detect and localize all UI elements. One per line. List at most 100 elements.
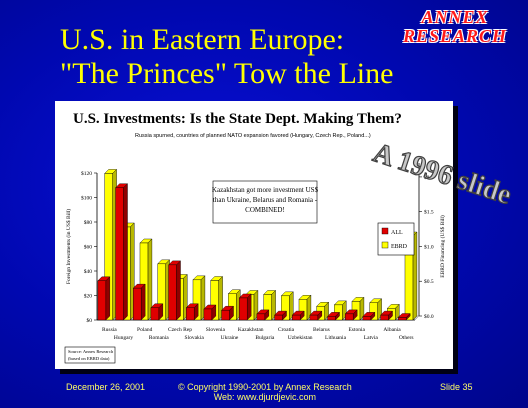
y-tick-label: $0 — [87, 317, 93, 324]
ebrd-bar-front — [157, 263, 166, 321]
chart-card: U.S. Investments: Is the State Dept. Mak… — [55, 101, 453, 369]
all-bar-front — [115, 187, 124, 321]
ebrd-bar — [369, 298, 383, 321]
y2-tick-label: $1.0 — [424, 243, 434, 250]
legend-swatch-all — [381, 227, 389, 235]
all-bar — [238, 293, 252, 321]
all-bar-side — [105, 276, 111, 321]
slide-title-line1: U.S. in Eastern Europe: — [60, 23, 345, 56]
annotation-text: Kazakhstan got more investment US$ than U… — [212, 186, 319, 214]
source-line: Source: Annex Research — [68, 349, 114, 354]
footer-copyright-text: © Copyright 1990-2001 by Annex Research — [178, 382, 352, 392]
annotation-line: than Ukraine, Belarus and Romania - — [213, 196, 318, 204]
all-bar — [309, 310, 323, 321]
y-tick-label: $100 — [81, 195, 92, 202]
source-box — [64, 346, 116, 364]
ebrd-bar-front — [281, 295, 290, 321]
all-bar-front — [133, 287, 142, 321]
legend-label-all: ALL — [391, 230, 403, 236]
footer-copyright: © Copyright 1990-2001 by Annex Research … — [178, 382, 352, 402]
slide-title-line2: "The Princes" Tow the Line — [60, 57, 394, 90]
all-bar-front — [309, 314, 319, 321]
footer-slide-number: Slide 35 — [440, 382, 473, 392]
x-tick-label-row1: Albania — [383, 327, 401, 333]
ebrd-bar-front — [210, 280, 219, 321]
x-tick-label-row2: Hungary — [114, 335, 133, 341]
stamp-1996-slide: A 1996 slide — [369, 137, 516, 212]
all-bar — [344, 309, 358, 321]
ebrd-bar — [280, 291, 294, 321]
y2-tick-label: $2.0 — [424, 174, 434, 181]
x-tick-label-row1: Russia — [102, 327, 117, 333]
x-tick-label-row2: Uzbekistan — [288, 335, 313, 341]
all-bar-front — [345, 313, 354, 321]
x-tick-label-row1: Belarus — [313, 327, 330, 333]
x-tick-label-row1: Kazakhstan — [238, 327, 264, 333]
all-bar-front — [150, 307, 160, 321]
ebrd-bar-front — [369, 302, 378, 321]
chart-subtitle: Russia spurned, countries of planned NAT… — [135, 133, 371, 139]
y-tick-label: $60 — [84, 244, 93, 251]
ebrd-bar — [210, 276, 224, 321]
all-bar — [115, 183, 128, 321]
all-bar-side — [176, 260, 181, 321]
all-bar-front — [239, 297, 248, 321]
all-bar-front — [274, 314, 283, 321]
all-bar — [256, 309, 270, 321]
x-tick-label-row2: Lithuania — [325, 335, 347, 341]
x-tick-label-row2: Latvia — [364, 335, 379, 341]
x-tick-label-row2: Others — [399, 335, 414, 341]
source-line: (based on EBRD data) — [68, 356, 110, 361]
annotation-line: Kazakhstan got more investment US$ — [212, 186, 319, 194]
x-tick-label-row1: Croatia — [278, 327, 295, 333]
logo-line1: ANNEX — [421, 7, 489, 27]
y2-tick-label: $0.5 — [424, 278, 434, 285]
y-tick-label: $80 — [84, 219, 93, 226]
x-tick-label-row2: Romania — [149, 335, 169, 341]
all-bar — [362, 311, 376, 321]
all-bar-front — [292, 314, 301, 321]
all-bar-front — [380, 314, 389, 321]
ebrd-bar-front — [104, 173, 113, 321]
ebrd-bar — [263, 289, 277, 321]
all-bar — [274, 310, 287, 321]
all-bar-side — [140, 283, 146, 321]
all-bar-front — [398, 317, 407, 321]
all-bar — [221, 305, 234, 321]
annotation-line: COMBINED! — [245, 206, 285, 214]
y-tick-label: $120 — [81, 170, 92, 177]
all-bar — [327, 311, 340, 321]
all-bar — [185, 303, 199, 321]
all-bar-front — [203, 308, 213, 321]
legend-swatch-ebrd — [381, 241, 389, 249]
ebrd-bar-front — [263, 294, 272, 321]
all-bar — [150, 303, 164, 321]
investment-chart: U.S. Investments: Is the State Dept. Mak… — [64, 111, 446, 364]
x-tick-label-row2: Ukraine — [221, 335, 239, 341]
ebrd-bar — [298, 294, 312, 321]
all-bar-front — [186, 307, 195, 321]
y2-axis-title: EBRD Financing (US$ Bill) — [439, 215, 446, 278]
annex-research-logo: ANNEX RESEARCH — [392, 8, 518, 46]
all-bar — [203, 304, 217, 321]
all-bar — [97, 276, 111, 321]
annotation-box — [212, 180, 318, 224]
legend-label-ebrd: EBRD — [391, 244, 408, 250]
all-bar — [397, 313, 411, 321]
footer-web-link[interactable]: Web: www.djurdjevic.com — [213, 392, 317, 402]
x-tick-label-row1: Poland — [137, 327, 153, 333]
ebrd-bar-front — [298, 299, 308, 321]
logo-line2: RESEARCH — [402, 26, 508, 46]
y2-tick-label: $1.5 — [424, 209, 434, 216]
all-bar-front — [362, 316, 372, 321]
stamp-text: A 1996 slide — [369, 137, 515, 211]
chart-title: U.S. Investments: Is the State Dept. Mak… — [73, 111, 402, 127]
all-bar-front — [327, 316, 336, 321]
x-tick-label-row2: Slovakia — [185, 335, 205, 341]
all-bar — [380, 310, 393, 321]
all-bar — [291, 310, 305, 321]
y2-tick-label: $0.0 — [424, 313, 434, 320]
all-bar — [132, 283, 146, 321]
x-tick-label-row1: Czech Rep — [168, 327, 192, 333]
y-axis-title: Foreign Investments (in US$ Bill) — [65, 209, 72, 284]
